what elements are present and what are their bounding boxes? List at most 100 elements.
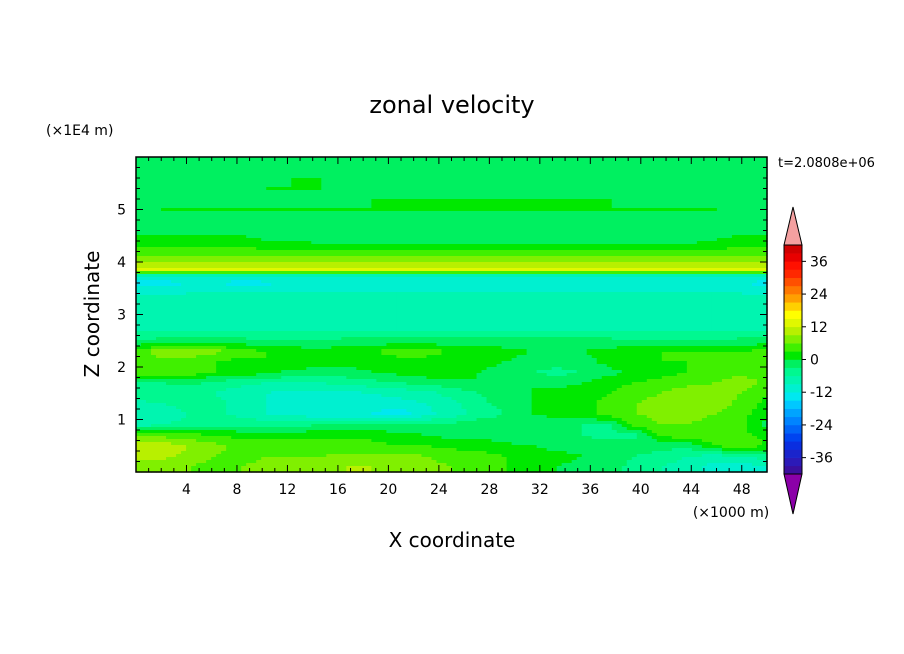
field-cell — [621, 157, 628, 161]
field-cell — [326, 253, 332, 257]
field-cell — [396, 262, 403, 266]
field-cell — [491, 232, 498, 236]
field-cell — [341, 253, 347, 257]
field-cell — [186, 178, 192, 182]
field-cell — [676, 256, 683, 260]
field-cell — [496, 178, 503, 182]
field-cell — [366, 229, 372, 233]
field-cell — [651, 217, 658, 221]
field-cell — [411, 199, 418, 203]
field-cell — [566, 169, 573, 173]
field-cell — [286, 199, 292, 203]
field-cell — [166, 223, 172, 227]
field-cell — [726, 193, 733, 197]
field-cell — [546, 157, 553, 161]
field-cell — [371, 172, 377, 176]
field-cell — [401, 268, 408, 272]
field-cell — [686, 238, 693, 242]
field-cell — [716, 226, 723, 230]
field-cell — [551, 193, 558, 197]
field-cell — [571, 268, 578, 272]
field-cell — [651, 199, 658, 203]
field-cell — [401, 232, 408, 236]
field-cell — [596, 217, 603, 221]
field-cell — [721, 199, 728, 203]
field-cell — [216, 178, 222, 182]
field-cell — [221, 181, 227, 185]
field-cell — [161, 247, 167, 251]
field-cell — [351, 160, 357, 164]
field-cell — [251, 232, 257, 236]
field-cell — [341, 262, 347, 266]
field-cell — [756, 253, 763, 257]
field-cell — [461, 166, 468, 170]
field-cell — [291, 223, 297, 227]
field-cell — [541, 253, 548, 257]
field-cell — [686, 253, 693, 257]
field-cell — [461, 211, 468, 215]
field-cell — [616, 205, 623, 209]
field-cell — [281, 208, 287, 212]
field-cell — [181, 175, 187, 179]
field-cell — [151, 160, 157, 164]
field-cell — [321, 184, 327, 188]
field-cell — [661, 205, 668, 209]
field-cell — [646, 187, 653, 191]
field-cell — [371, 223, 377, 227]
field-cell — [456, 265, 463, 269]
field-cell — [436, 247, 443, 251]
field-cell — [331, 238, 337, 242]
field-cell — [151, 205, 157, 209]
field-cell — [206, 214, 212, 218]
field-cell — [436, 166, 443, 170]
field-cell — [216, 229, 222, 233]
field-cell — [681, 241, 688, 245]
field-cell — [146, 244, 152, 248]
field-cell — [751, 250, 758, 254]
field-cell — [611, 205, 618, 209]
field-cell — [521, 181, 528, 185]
field-cell — [581, 190, 588, 194]
field-cell — [626, 247, 633, 251]
field-cell — [596, 238, 603, 242]
field-cell — [481, 187, 488, 191]
field-cell — [616, 166, 623, 170]
field-cell — [756, 190, 763, 194]
field-cell — [516, 208, 523, 212]
field-cell — [436, 196, 443, 200]
field-cell — [366, 163, 372, 167]
field-cell — [731, 190, 738, 194]
field-cell — [541, 211, 548, 215]
field-cell — [341, 250, 347, 254]
field-cell — [196, 262, 202, 266]
field-cell — [291, 268, 297, 272]
field-cell — [201, 217, 207, 221]
field-cell — [316, 274, 322, 278]
field-cell — [501, 241, 508, 245]
field-cell — [756, 157, 763, 161]
field-cell — [341, 175, 347, 179]
field-cell — [501, 172, 508, 176]
field-cell — [706, 205, 713, 209]
field-cell — [181, 259, 187, 263]
field-cell — [286, 193, 292, 197]
field-cell — [731, 256, 738, 260]
field-cell — [261, 157, 267, 161]
field-cell — [601, 175, 608, 179]
field-cell — [216, 250, 222, 254]
field-cell — [381, 205, 387, 209]
field-cell — [751, 199, 758, 203]
field-cell — [406, 163, 413, 167]
field-cell — [631, 247, 638, 251]
field-cell — [561, 184, 568, 188]
field-cell — [671, 241, 678, 245]
field-cell — [566, 250, 573, 254]
field-cell — [226, 238, 232, 242]
field-cell — [681, 247, 688, 251]
field-cell — [336, 217, 342, 221]
field-cell — [171, 244, 177, 248]
field-cell — [621, 169, 628, 173]
field-cell — [396, 157, 403, 161]
field-cell — [691, 196, 698, 200]
field-cell — [691, 172, 698, 176]
